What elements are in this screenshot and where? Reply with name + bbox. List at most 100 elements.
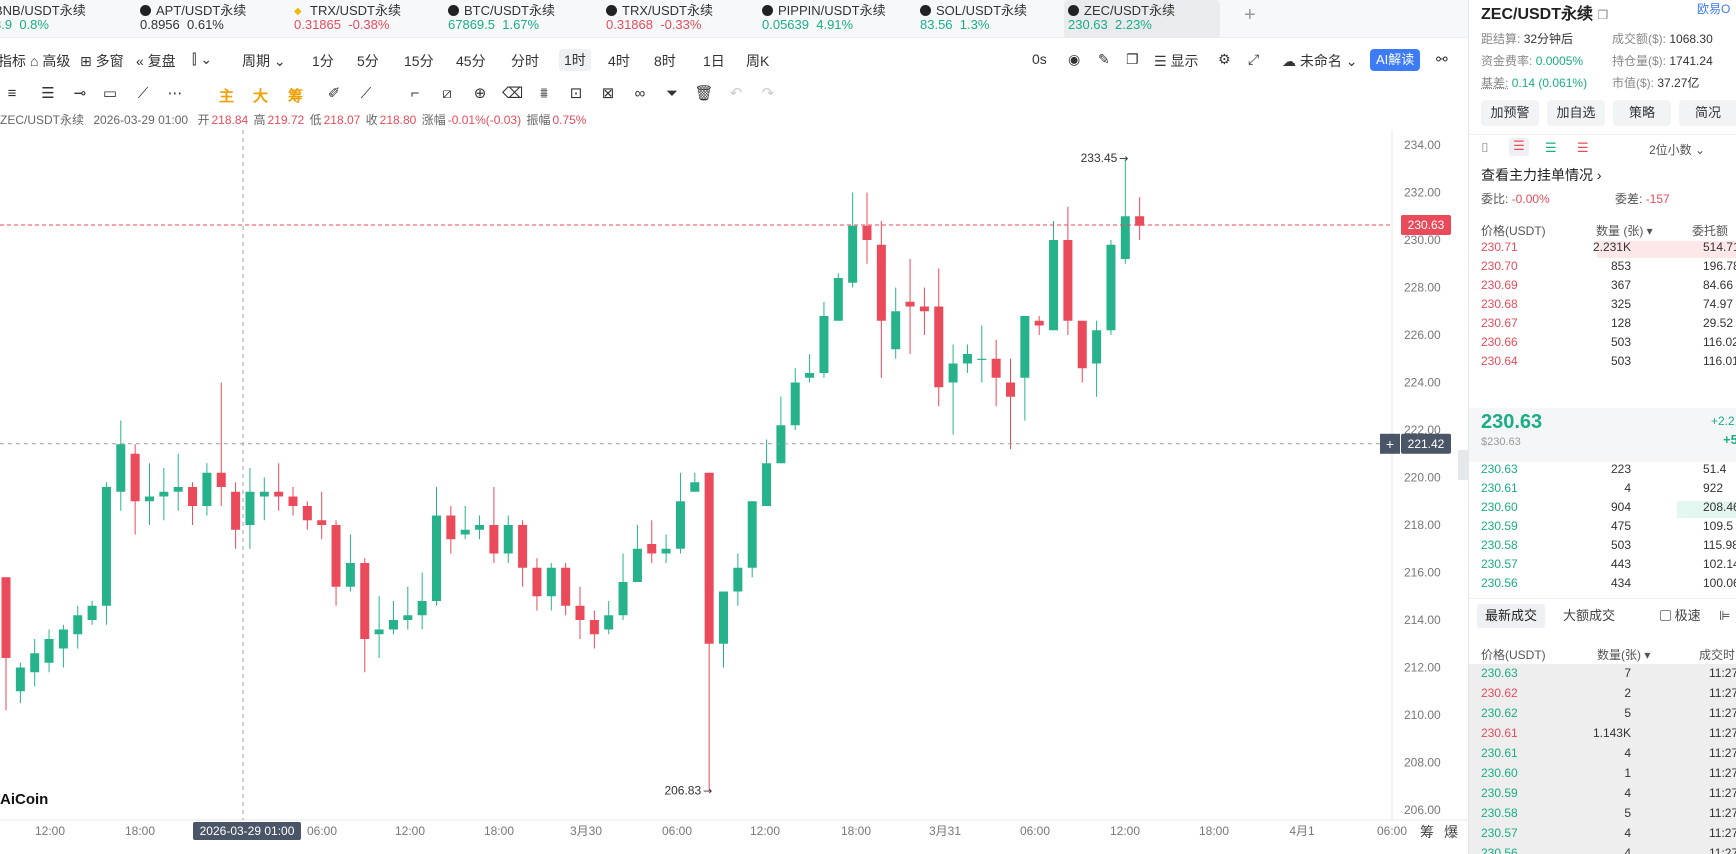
replay-button[interactable]: « 复盘: [136, 53, 176, 69]
symbol-tab[interactable]: APT/USDT永续 0.8956 0.61%: [140, 0, 280, 38]
chip-button[interactable]: 筹: [288, 88, 304, 105]
panel-collapse-handle[interactable]: [1458, 450, 1468, 480]
tab-latest-trades[interactable]: 最新成交: [1477, 604, 1546, 628]
ob-header-price: 价格(USDT): [1481, 224, 1546, 238]
crop-icon[interactable]: ⌐: [410, 85, 420, 102]
crosshair-plus-button[interactable]: [1380, 433, 1400, 454]
chip-footer-button[interactable]: 筹: [1420, 824, 1434, 840]
bid-row[interactable]: 230.59 475 109.5: [1469, 519, 1736, 538]
link-icon[interactable]: ∞: [634, 85, 646, 102]
filter-icon[interactable]: ⏷: [665, 85, 678, 102]
decimals-dropdown[interactable]: 2位小数 ⌄: [1649, 143, 1706, 157]
lines-icon[interactable]: ☰: [41, 85, 55, 102]
redo-icon[interactable]: ↷: [761, 85, 775, 102]
trade-filter-icon[interactable]: ⊫: [1719, 608, 1731, 623]
bid-row[interactable]: 230.60 904 208.46: [1469, 500, 1736, 519]
ask-row[interactable]: 230.67 128 29.52: [1469, 316, 1736, 335]
interval-8[interactable]: 1日: [703, 53, 725, 69]
bid-row[interactable]: 230.58 503 115.98: [1469, 538, 1736, 557]
interval-7[interactable]: 8时: [654, 53, 676, 69]
add-alert-button[interactable]: 加预警: [1481, 100, 1539, 126]
window-icon[interactable]: ❐: [1126, 51, 1139, 67]
ob-view-split-icon[interactable]: ☰: [1509, 138, 1529, 156]
trash-icon[interactable]: 🗑: [694, 85, 714, 102]
add-tab-button[interactable]: +: [1244, 4, 1256, 26]
pen-icon[interactable]: ✎: [1098, 51, 1110, 67]
indicators-button[interactable]: 指标: [0, 53, 26, 69]
tab-symbol: APT/USDT永续: [140, 0, 246, 19]
lock-icon[interactable]: ⊡: [569, 85, 583, 102]
x-tick-label: 12:00: [35, 824, 65, 838]
trade-header-qty[interactable]: 数量(张) ▾: [1597, 648, 1651, 662]
ai-analysis-button[interactable]: AI解读: [1370, 49, 1421, 71]
magnet-icon[interactable]: ⩩: [539, 85, 548, 102]
bid-row[interactable]: 230.57 443 102.14: [1469, 557, 1736, 576]
interval-4[interactable]: 分时: [511, 53, 539, 69]
ask-row[interactable]: 230.68 325 74.97: [1469, 297, 1736, 316]
share-icon[interactable]: ⚯: [1436, 51, 1448, 67]
ask-row[interactable]: 230.66 503 116.02: [1469, 335, 1736, 354]
symbol-tab[interactable]: TRX/USDT永续 0.31868 -0.33%: [606, 0, 746, 38]
bid-row[interactable]: 230.63 223 51.4: [1469, 462, 1736, 481]
brush-icon[interactable]: ⟋: [360, 85, 372, 102]
more-icon[interactable]: ⋯: [167, 85, 183, 102]
strategy-button[interactable]: 策略: [1613, 100, 1671, 126]
symbol-tab[interactable]: SOL/USDT永续 83.56 1.3%: [920, 0, 1060, 38]
bid-row[interactable]: 230.56 434 100.06: [1469, 576, 1736, 595]
y-tick-label: 220.00: [1404, 471, 1441, 485]
symbol-tab[interactable]: ZEC/USDT永续 230.63 2.23%: [1064, 0, 1220, 38]
interval-1[interactable]: 5分: [357, 53, 379, 69]
eraser-icon[interactable]: ⌫: [502, 85, 524, 102]
overview-button[interactable]: 简况: [1679, 100, 1736, 126]
interval-0[interactable]: 1分: [312, 53, 334, 69]
draw-icon[interactable]: ✐: [327, 85, 341, 102]
rect-icon[interactable]: ▭: [102, 85, 118, 102]
ob-view-both-icon[interactable]: ⌷: [1481, 140, 1489, 155]
symbol-tab[interactable]: PIPPIN/USDT永续 0.05639 4.91%: [762, 0, 902, 38]
mid-change-2: +5: [1723, 432, 1736, 447]
exchange-link[interactable]: 欧易O: [1697, 2, 1731, 16]
zoom-icon[interactable]: ⊕: [473, 85, 487, 102]
interval-9[interactable]: 周K: [746, 53, 770, 69]
ask-row[interactable]: 230.71 2.231K 514.71: [1469, 240, 1736, 259]
undo-icon[interactable]: ↶: [729, 85, 743, 102]
liquidation-footer-button[interactable]: 爆: [1444, 824, 1458, 840]
layout-dropdown[interactable]: ☁ 未命名 ⌄: [1282, 53, 1358, 69]
interval-5[interactable]: 1时: [559, 49, 591, 71]
settings-icon[interactable]: ⚙: [1218, 51, 1231, 67]
menu-icon[interactable]: ≡: [7, 85, 17, 102]
bid-row[interactable]: 230.61 4 922: [1469, 481, 1736, 500]
ask-qty: 2.231K: [1592, 240, 1631, 254]
candlestick-chart[interactable]: 234.00 232.00 230.00 228.00 226.00 224.00 222.…: [0, 130, 1468, 854]
ob-header-qty[interactable]: 数量 (张) ▾: [1596, 224, 1653, 238]
big-order-button[interactable]: 大: [253, 88, 269, 105]
advanced-button[interactable]: ⌂ 高级: [30, 53, 71, 69]
interval-3[interactable]: 45分: [456, 53, 486, 69]
interval-2[interactable]: 15分: [404, 53, 434, 69]
main-indicator-button[interactable]: 主: [219, 88, 235, 105]
add-watchlist-button[interactable]: 加自选: [1547, 100, 1605, 126]
trendline-icon[interactable]: ⟋: [137, 85, 149, 102]
symbol-tab[interactable]: ◆ TRX/USDT永续 0.31865 -0.38%: [294, 0, 434, 38]
copy-icon[interactable]: ❐: [1597, 8, 1609, 22]
ask-row[interactable]: 230.69 367 84.66: [1469, 278, 1736, 297]
ask-row[interactable]: 230.64 503 116.01: [1469, 354, 1736, 373]
multi-window-button[interactable]: ⊞ 多窗: [80, 53, 124, 69]
period-dropdown[interactable]: 周期 ⌄: [242, 53, 286, 69]
template-icon[interactable]: ⊠: [601, 85, 615, 102]
symbol-tab[interactable]: BNB/USDT永续3.9 0.8%: [0, 0, 134, 38]
chart-type-button[interactable]: ⫿ ⌄: [192, 51, 213, 67]
camera-icon[interactable]: ◉: [1068, 51, 1081, 67]
main-orders-link[interactable]: 查看主力挂单情况 ›: [1481, 167, 1602, 183]
ob-view-asks-icon[interactable]: ☰: [1577, 140, 1589, 155]
fast-mode-checkbox[interactable]: 极速: [1660, 604, 1701, 628]
ask-row[interactable]: 230.70 853 196.78: [1469, 259, 1736, 278]
tab-large-trades[interactable]: 大额成交: [1563, 608, 1616, 623]
display-button[interactable]: ☰ 显示: [1154, 53, 1199, 69]
interval-6[interactable]: 4时: [608, 53, 630, 69]
ob-view-bids-icon[interactable]: ☰: [1545, 140, 1557, 155]
hline-icon[interactable]: ⊸: [73, 85, 87, 102]
ruler-icon[interactable]: ⧄: [442, 85, 452, 102]
symbol-tab[interactable]: BTC/USDT永续 67869.5 1.67%: [448, 0, 588, 38]
fullscreen-icon[interactable]: ⤢: [1248, 51, 1260, 67]
